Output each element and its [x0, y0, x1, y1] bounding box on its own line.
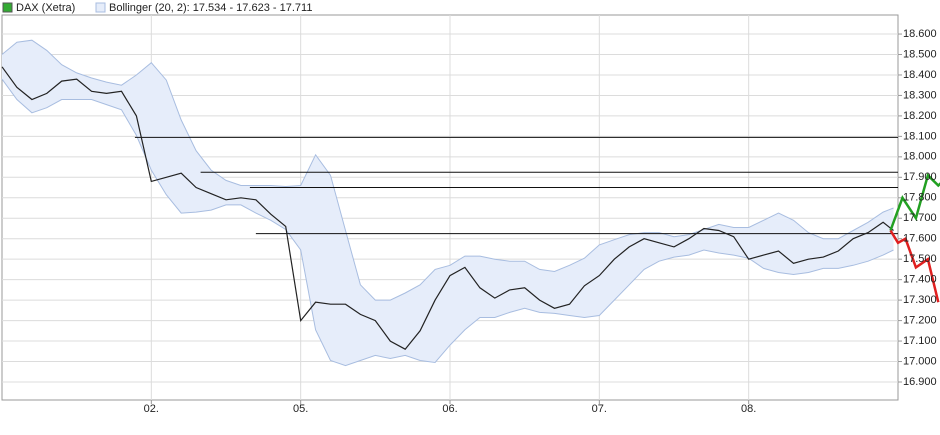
legend-label: DAX (Xetra)	[16, 2, 75, 14]
y-tick-label: 18.300	[903, 89, 937, 101]
x-tick-label: 08.	[741, 403, 756, 415]
y-tick-label: 17.700	[903, 212, 937, 224]
y-tick-label: 17.800	[903, 192, 937, 204]
x-tick-label: 05.	[293, 403, 308, 415]
x-tick-label: 07.	[592, 403, 607, 415]
y-tick-label: 18.200	[903, 110, 937, 122]
y-tick-label: 17.500	[903, 253, 937, 265]
y-tick-label: 18.600	[903, 28, 937, 40]
y-tick-label: 17.400	[903, 274, 937, 286]
x-tick-label: 02.	[144, 403, 159, 415]
y-tick-label: 16.900	[903, 376, 937, 388]
forecast-line	[889, 229, 940, 303]
y-tick-label: 17.100	[903, 335, 937, 347]
band-fill	[2, 40, 894, 366]
y-tick-label: 17.200	[903, 314, 937, 326]
y-tick-label: 17.600	[903, 233, 937, 245]
y-tick-label: 18.500	[903, 48, 937, 60]
y-tick-label: 18.100	[903, 130, 937, 142]
legend-swatch	[2, 2, 13, 13]
y-tick-label: 17.300	[903, 294, 937, 306]
forecast-line	[889, 172, 940, 231]
x-tick-label: 06.	[442, 403, 457, 415]
y-tick-label: 18.000	[903, 151, 937, 163]
legend-label: Bollinger (20, 2): 17.534 - 17.623 - 17.…	[109, 2, 312, 14]
y-tick-label: 17.000	[903, 355, 937, 367]
y-tick-label: 17.900	[903, 171, 937, 183]
price-line	[1, 66, 894, 350]
band-upper	[1, 39, 894, 301]
y-tick-label: 18.400	[903, 69, 937, 81]
legend-swatch	[95, 2, 106, 13]
